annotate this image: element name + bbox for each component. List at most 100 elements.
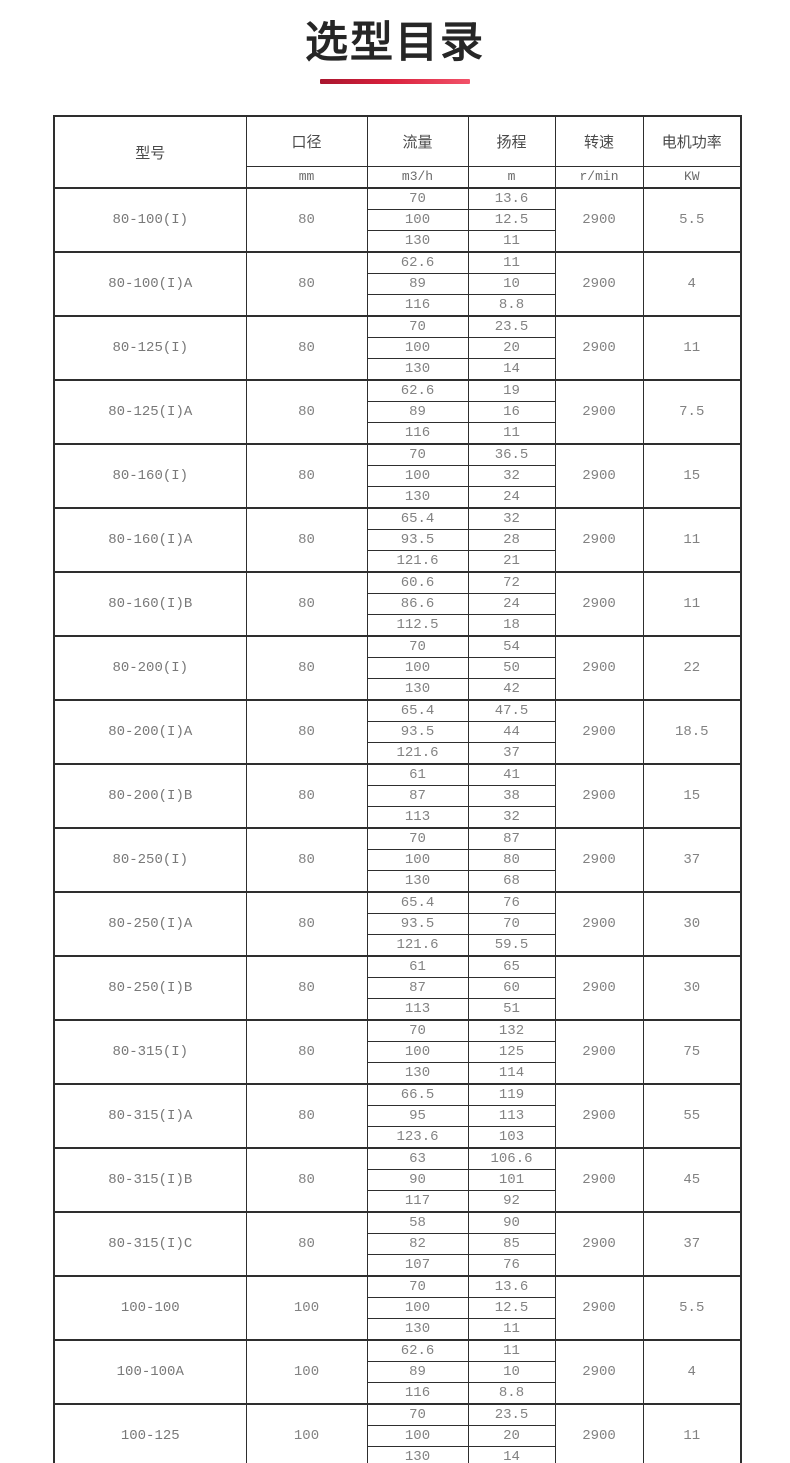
table-subrow: 93.5 44 [54,721,741,743]
power-cell: 4 [642,1339,742,1405]
table-row: 80-160(I)B 80 60.6 72 2900 11 [53,571,742,637]
head-cell: 8.8 [467,1382,556,1405]
speed-cell: 2900 [554,1083,644,1149]
head-cell: 59.5 [467,934,556,957]
power-cell: 11 [642,507,742,573]
head-cell: 90 [467,1211,556,1234]
head-cell: 44 [467,721,556,743]
flow-cell: 70 [366,827,469,850]
head-cell: 119 [467,1083,556,1106]
table-body: 80-100(I) 80 70 13.6 2900 5.5 100 12.5 1… [53,187,742,1463]
model-cell: 80-160(I) [53,443,247,509]
title-underline-bar [320,79,470,84]
flow-cell: 116 [366,294,469,317]
flow-cell: 70 [366,443,469,466]
flow-cell: 117 [366,1190,469,1213]
flow-cell: 65.4 [366,699,469,722]
flow-cell: 58 [366,1211,469,1234]
table-subrow: 100 20 [54,1425,741,1447]
model-cell: 80-200(I)A [53,699,247,765]
flow-cell: 93.5 [366,721,469,743]
flow-cell: 62.6 [366,251,469,274]
flow-cell: 82 [366,1233,469,1255]
header-power: 电机功率 [642,115,742,167]
flow-cell: 95 [366,1105,469,1127]
power-cell: 11 [642,315,742,381]
power-cell: 30 [642,891,742,957]
speed-cell: 2900 [554,507,644,573]
table-row: 80-200(I)B 80 61 41 2900 15 [53,763,742,829]
head-cell: 41 [467,763,556,786]
pump-selection-table: 型号 口径 流量 扬程 转速 电机功率 mm m3/h m r/min KW 8… [53,115,742,1463]
table-subrow: 100 32 [54,465,741,487]
flow-cell: 100 [366,657,469,679]
diameter-cell: 80 [245,763,368,829]
model-cell: 100-100A [53,1339,247,1405]
speed-cell: 2900 [554,1147,644,1213]
flow-cell: 89 [366,273,469,295]
flow-cell: 65.4 [366,507,469,530]
table-subrow: 89 10 [54,1361,741,1383]
speed-cell: 2900 [554,1275,644,1341]
table-row: 80-200(I)A 80 65.4 47.5 2900 18.5 [53,699,742,765]
table-subrow: 100 80 [54,849,741,871]
table-subrow: 87 60 [54,977,741,999]
model-cell: 100-100 [53,1275,247,1341]
speed-cell: 2900 [554,571,644,637]
head-cell: 54 [467,635,556,658]
head-cell: 24 [467,593,556,615]
diameter-cell: 100 [245,1339,368,1405]
model-cell: 80-200(I) [53,635,247,701]
head-cell: 50 [467,657,556,679]
head-cell: 18 [467,614,556,637]
flow-cell: 70 [366,1275,469,1298]
table-subrow: 117 92 [54,1190,741,1213]
flow-cell: 70 [366,1403,469,1426]
diameter-cell: 100 [245,1403,368,1463]
model-cell: 80-250(I)A [53,891,247,957]
diameter-cell: 80 [245,1147,368,1213]
diameter-cell: 100 [245,1275,368,1341]
flow-cell: 130 [366,1318,469,1341]
power-cell: 11 [642,571,742,637]
table-subrow: 93.5 70 [54,913,741,935]
head-cell: 14 [467,1446,556,1463]
table-subrow: 89 10 [54,273,741,295]
power-cell: 22 [642,635,742,701]
head-cell: 32 [467,507,556,530]
model-cell: 80-100(I)A [53,251,247,317]
head-cell: 13.6 [467,187,556,210]
flow-cell: 100 [366,337,469,359]
flow-cell: 130 [366,1062,469,1085]
header-speed: 转速 [554,115,644,167]
flow-cell: 123.6 [366,1126,469,1149]
power-cell: 15 [642,443,742,509]
model-cell: 80-160(I)B [53,571,247,637]
diameter-cell: 80 [245,187,368,253]
head-cell: 68 [467,870,556,893]
head-cell: 11 [467,230,556,253]
flow-cell: 130 [366,1446,469,1463]
flow-cell: 70 [366,315,469,338]
table-row: 80-125(I)A 80 62.6 19 2900 7.5 [53,379,742,445]
table-header: 型号 口径 流量 扬程 转速 电机功率 mm m3/h m r/min KW [53,115,742,189]
flow-cell: 65.4 [366,891,469,914]
head-cell: 80 [467,849,556,871]
table-row: 80-160(I) 80 70 36.5 2900 15 [53,443,742,509]
diameter-cell: 80 [245,827,368,893]
head-cell: 11 [467,422,556,445]
flow-cell: 121.6 [366,742,469,765]
unit-diameter: mm [245,165,368,189]
model-cell: 80-315(I)A [53,1083,247,1149]
table-subrow: 86.6 24 [54,593,741,615]
table-subrow: 93.5 28 [54,529,741,551]
power-cell: 75 [642,1019,742,1085]
table-subrow: 116 11 [54,422,741,445]
head-cell: 10 [467,273,556,295]
diameter-cell: 80 [245,571,368,637]
head-cell: 20 [467,337,556,359]
table-subrow: 113 32 [54,806,741,829]
head-cell: 23.5 [467,1403,556,1426]
power-cell: 55 [642,1083,742,1149]
head-cell: 106.6 [467,1147,556,1170]
